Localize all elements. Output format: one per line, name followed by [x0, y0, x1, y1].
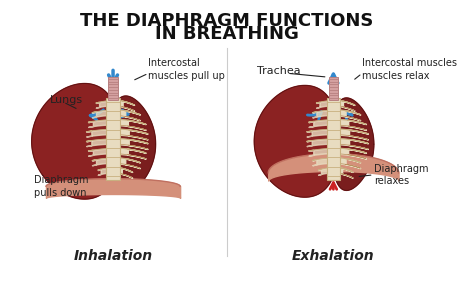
Polygon shape — [106, 98, 120, 180]
Bar — [108, 77, 118, 100]
Polygon shape — [332, 98, 374, 190]
Text: Diaphragm
pulls down: Diaphragm pulls down — [34, 175, 88, 197]
Polygon shape — [109, 96, 155, 192]
Polygon shape — [32, 83, 120, 199]
Text: Intercostal muscles
muscles relax: Intercostal muscles muscles relax — [362, 58, 457, 81]
Polygon shape — [327, 98, 340, 180]
Text: Intercostal
muscles pull up: Intercostal muscles pull up — [148, 58, 225, 81]
Polygon shape — [254, 86, 338, 197]
Text: Exhalation: Exhalation — [292, 249, 375, 263]
Text: Trachea: Trachea — [257, 66, 301, 76]
Text: Inhalation: Inhalation — [73, 249, 153, 263]
Text: IN BREATHING: IN BREATHING — [155, 25, 299, 44]
Bar — [328, 77, 338, 100]
Text: THE DIAPHRAGM FUNCTIONS: THE DIAPHRAGM FUNCTIONS — [81, 12, 374, 30]
Text: Lungs: Lungs — [50, 95, 83, 105]
Text: Diaphragm
relaxes: Diaphragm relaxes — [374, 164, 428, 186]
